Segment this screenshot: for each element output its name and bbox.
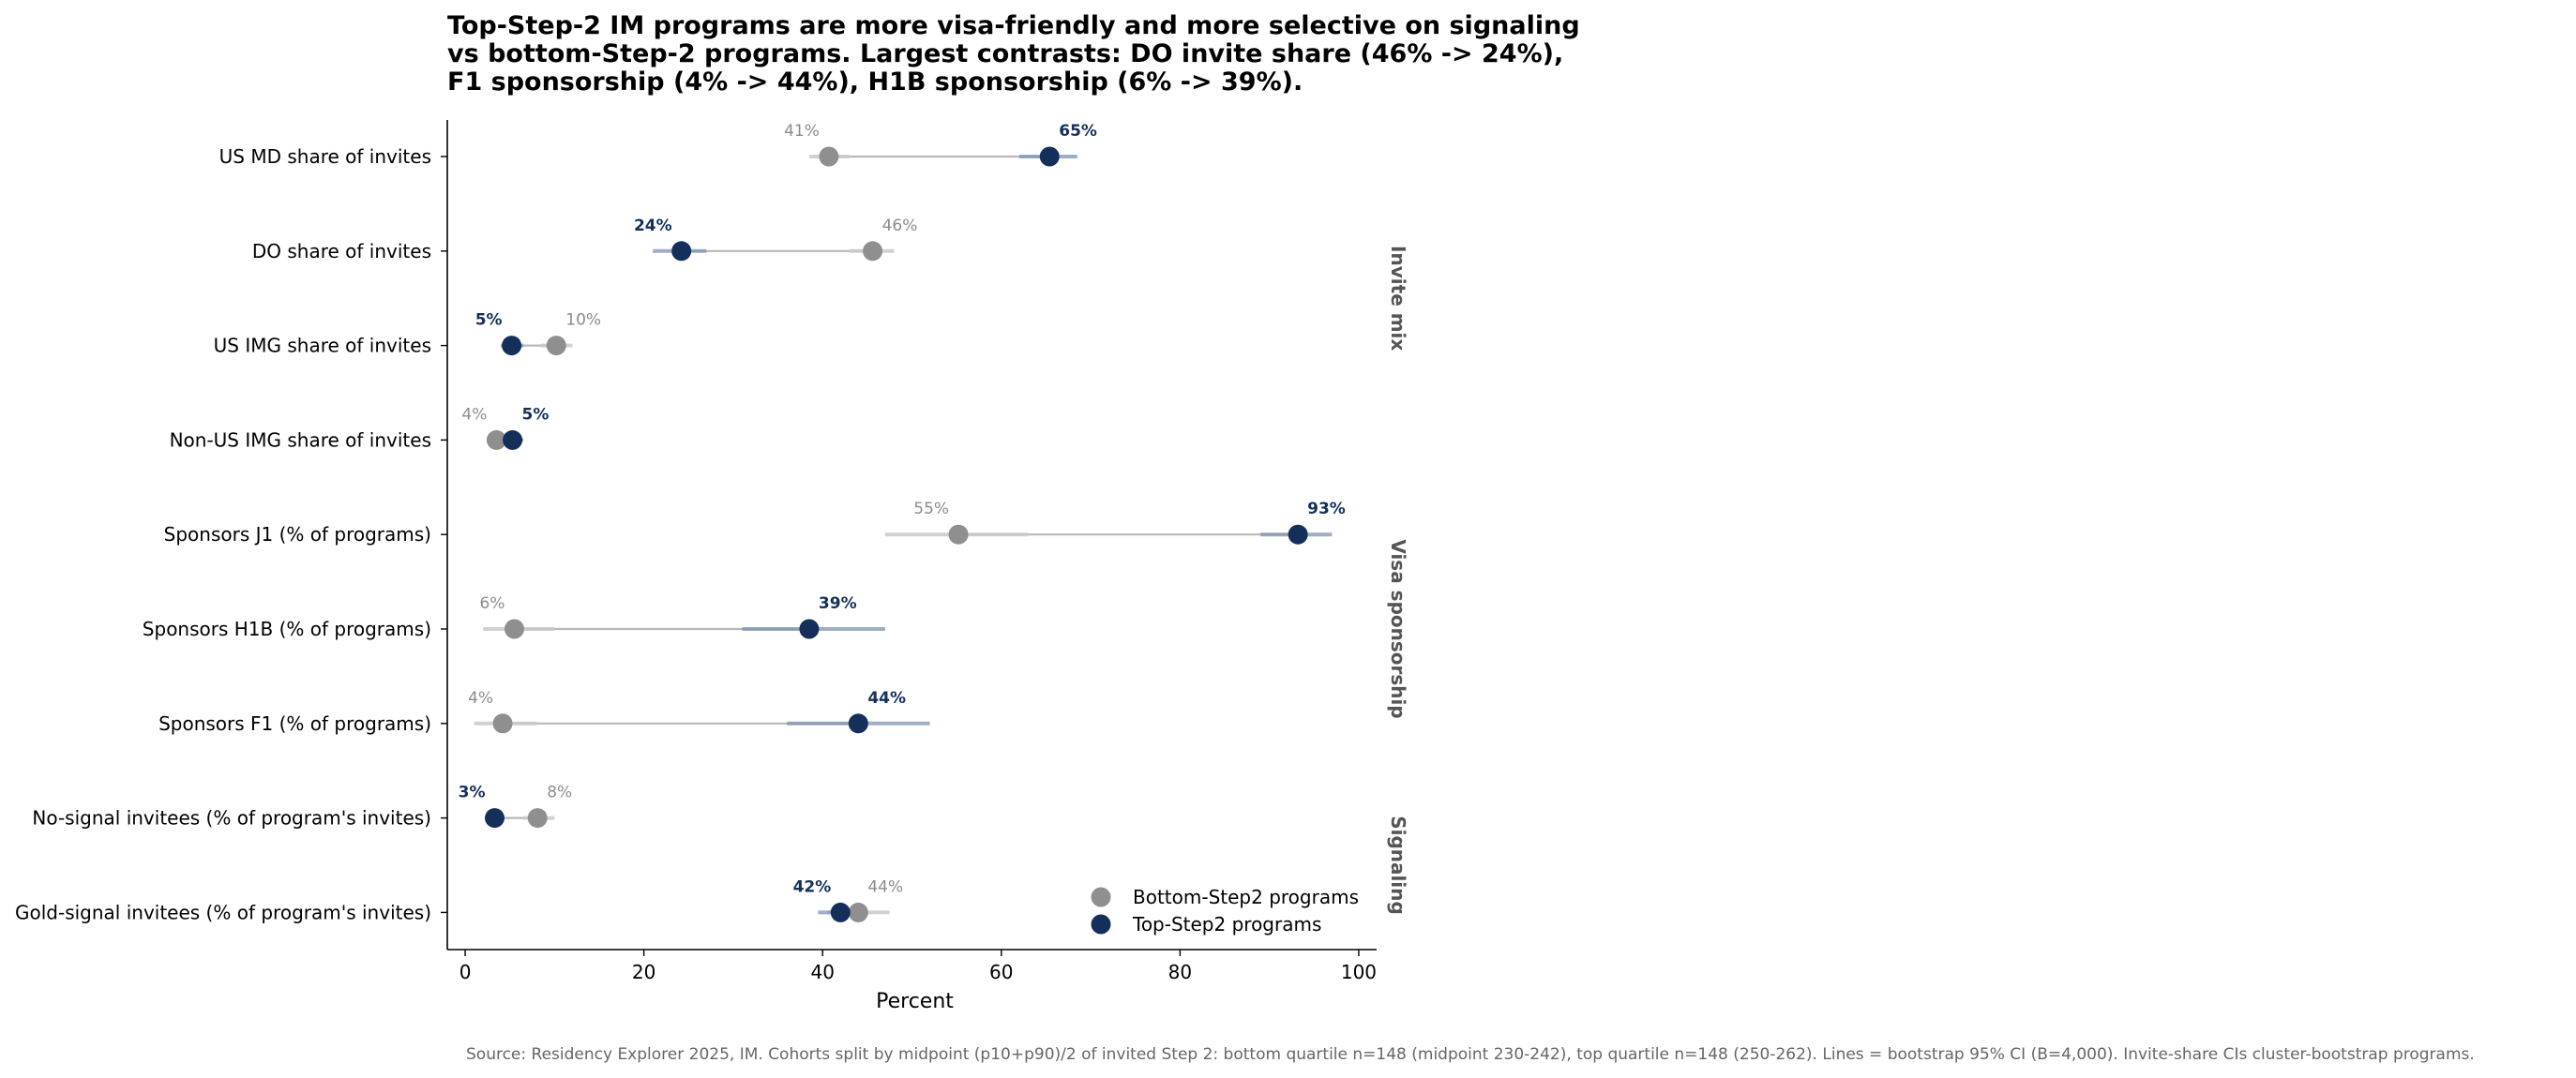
legend-marker-bottom [1091, 887, 1111, 907]
x-tick-label: 40 [810, 961, 834, 983]
category-label: Gold-signal invitees (% of program's inv… [15, 901, 431, 923]
category-label: No-signal invitees (% of program's invit… [32, 807, 431, 830]
top-value-label: 39% [819, 594, 857, 613]
category-label: US IMG share of invites [214, 335, 431, 357]
category-label: DO share of invites [252, 240, 431, 262]
bottom-value-label: 10% [565, 311, 601, 330]
category-label: Non-US IMG share of invites [170, 428, 431, 451]
top-point [485, 808, 505, 829]
top-value-label: 44% [867, 689, 906, 708]
bottom-point [492, 713, 513, 734]
category-label: US MD share of invites [219, 145, 431, 168]
top-value-label: 42% [793, 877, 832, 896]
top-value-label: 5% [475, 311, 503, 330]
bottom-point [546, 336, 566, 356]
group-label: Invite mix [1387, 246, 1409, 351]
bottom-value-label: 4% [461, 405, 487, 424]
bottom-point [486, 429, 506, 450]
chart-title-line: vs bottom-Step-2 programs. Largest contr… [447, 39, 1563, 68]
bottom-value-label: 46% [882, 217, 918, 235]
top-point [503, 429, 523, 450]
top-point [1039, 146, 1060, 167]
x-axis-title: Percent [876, 990, 954, 1013]
category-label: Sponsors H1B (% of programs) [143, 618, 431, 640]
bottom-point [527, 808, 548, 829]
bottom-value-label: 55% [913, 500, 949, 518]
top-point [830, 902, 851, 922]
bottom-value-label: 44% [867, 877, 903, 896]
top-value-label: 65% [1059, 122, 1097, 141]
top-value-label: 3% [459, 784, 486, 802]
top-value-label: 93% [1307, 500, 1346, 518]
bottom-value-label: 6% [479, 594, 505, 613]
x-tick-label: 20 [632, 961, 655, 983]
top-point [1288, 524, 1308, 545]
chart-title-line: Top-Step-2 IM programs are more visa-fri… [447, 11, 1580, 40]
chart-title-line: F1 sponsorship (4% -> 44%), H1B sponsors… [447, 67, 1303, 97]
x-tick-label: 100 [1341, 961, 1377, 983]
bottom-point [848, 902, 868, 922]
top-point [502, 336, 522, 356]
bottom-value-label: 8% [547, 784, 572, 802]
category-label: Sponsors J1 (% of programs) [164, 523, 431, 546]
legend-marker-top [1091, 914, 1111, 935]
category-label: Sponsors F1 (% of programs) [158, 712, 431, 735]
legend-label-top: Top-Step2 programs [1132, 913, 1321, 936]
bottom-point [504, 619, 524, 639]
source-note: Source: Residency Explorer 2025, IM. Coh… [466, 1045, 2475, 1064]
top-point [848, 713, 868, 734]
top-value-label: 5% [522, 405, 550, 424]
top-value-label: 24% [634, 217, 672, 235]
legend-label-bottom: Bottom-Step2 programs [1133, 886, 1359, 908]
group-label: Signaling [1387, 816, 1409, 915]
group-label: Visa sponsorship [1387, 539, 1409, 718]
x-tick-label: 0 [459, 961, 472, 983]
x-tick-label: 60 [989, 961, 1013, 983]
x-tick-label: 80 [1168, 961, 1192, 983]
bottom-value-label: 4% [468, 689, 493, 708]
top-point [671, 241, 692, 262]
bottom-point [948, 524, 969, 545]
bottom-point [819, 146, 839, 167]
bottom-value-label: 41% [784, 122, 820, 141]
top-point [799, 619, 820, 639]
bottom-point [863, 241, 883, 262]
